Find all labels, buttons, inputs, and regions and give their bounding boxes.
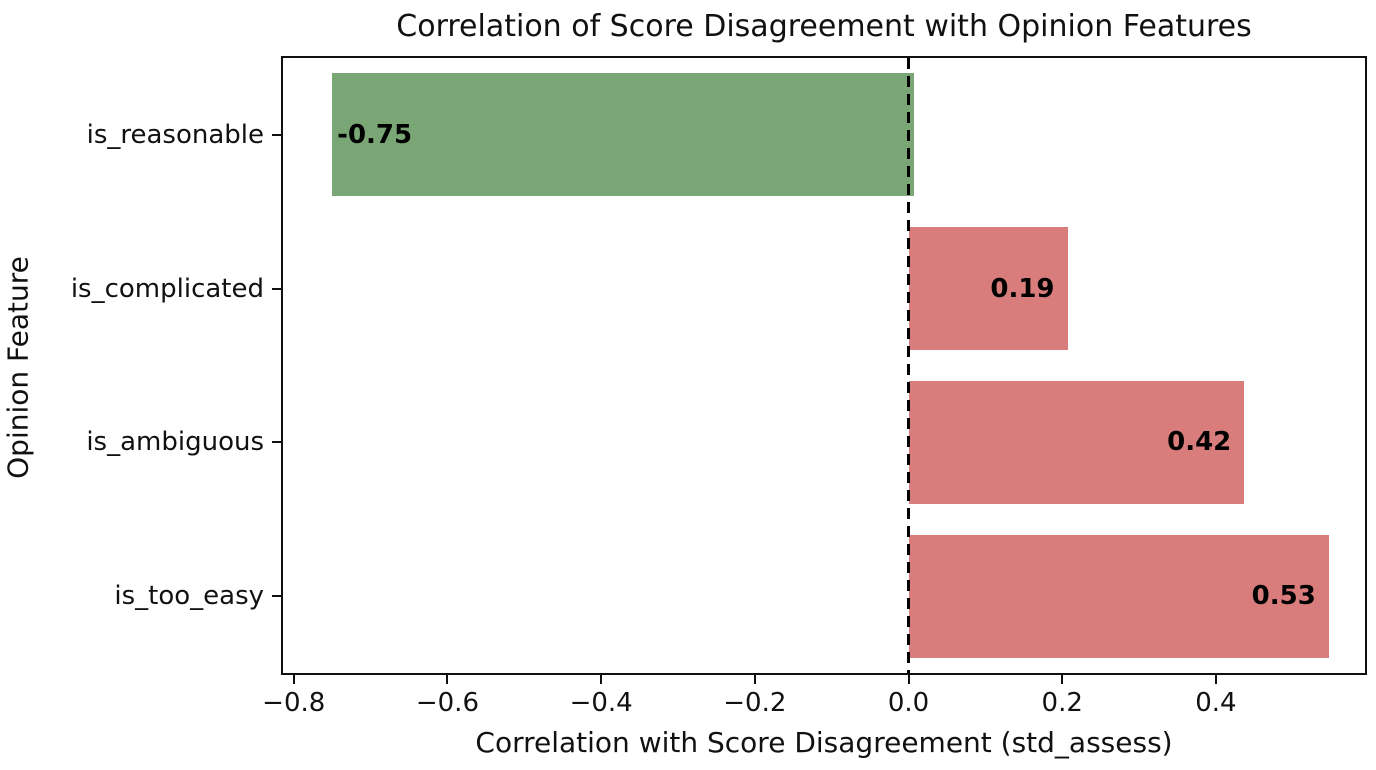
y-tick (272, 287, 281, 290)
bar-value-label: -0.75 (337, 119, 413, 150)
x-tick (446, 675, 449, 684)
x-tick (292, 675, 295, 684)
bar-value-label: 0.19 (990, 273, 1055, 304)
x-tick-label: −0.8 (262, 688, 326, 718)
chart-title: Correlation of Score Disagreement with O… (396, 9, 1252, 44)
y-tick (272, 595, 281, 598)
bar-is_reasonable: -0.75 (332, 73, 914, 197)
x-axis-label: Correlation with Score Disagreement (std… (475, 726, 1173, 759)
bar-value-label: 0.42 (1167, 427, 1232, 458)
x-tick-label: 0.4 (1195, 688, 1237, 718)
y-tick (272, 441, 281, 444)
x-tick-label: 0.0 (887, 688, 930, 718)
plot-area: -0.75 0.19 0.42 0.53 (281, 56, 1367, 675)
x-tick (1214, 675, 1217, 684)
bar-is_ambiguous: 0.42 (908, 380, 1245, 504)
bar-is_complicated: 0.19 (908, 227, 1068, 351)
y-tick (272, 133, 281, 136)
x-tick-label: −0.2 (723, 688, 787, 718)
x-tick (753, 675, 756, 684)
x-tick (1061, 675, 1064, 684)
x-tick (907, 675, 910, 684)
bar-value-label: 0.53 (1251, 581, 1316, 612)
zero-dashed-line (907, 58, 911, 673)
category-label-is_complicated: is_complicated (70, 273, 264, 304)
x-tick-label: 0.2 (1041, 688, 1083, 718)
category-label-is_too_easy: is_too_easy (114, 581, 264, 612)
category-label-is_reasonable: is_reasonable (86, 119, 264, 150)
x-tick-label: −0.6 (415, 688, 479, 718)
x-tick (600, 675, 603, 684)
bar-is_too_easy: 0.53 (908, 534, 1329, 658)
category-label-is_ambiguous: is_ambiguous (86, 427, 264, 458)
x-tick-label: −0.4 (569, 688, 633, 718)
